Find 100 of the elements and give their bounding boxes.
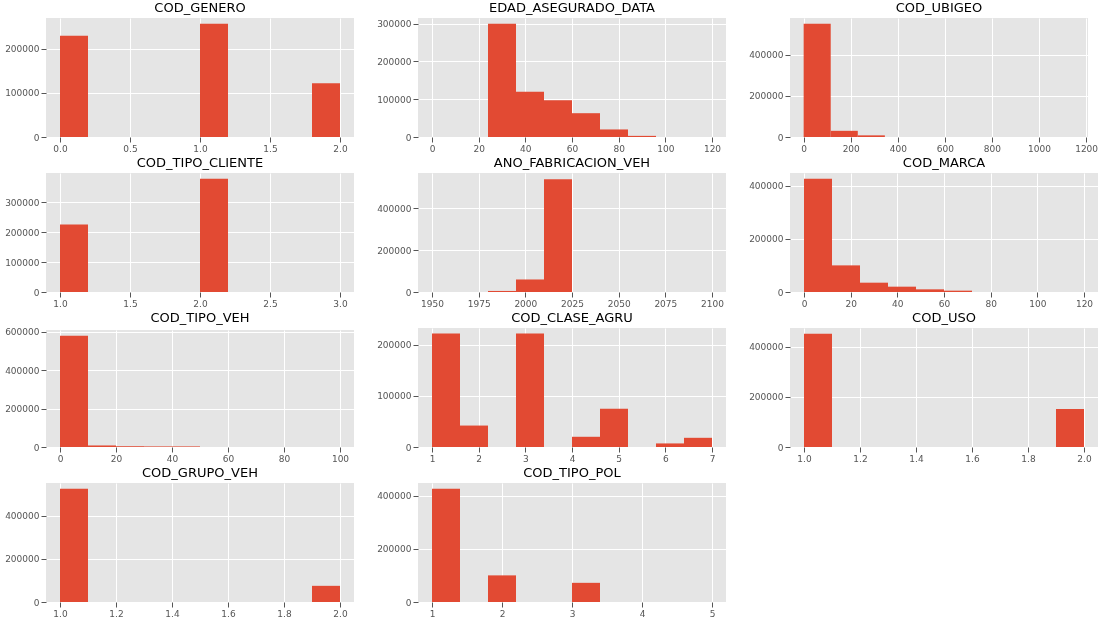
x-tick-label: 1.0 <box>53 298 68 309</box>
x-tick-label: 0.5 <box>123 143 138 154</box>
y-tick-label: 200000 <box>377 340 412 351</box>
x-tick-label: 6 <box>662 453 669 464</box>
y-tick-label: 200000 <box>749 91 784 102</box>
x-tick-label: 4 <box>639 608 646 619</box>
y-tick-label: 200000 <box>377 544 412 555</box>
y-tick-label: 400000 <box>749 181 784 192</box>
x-tick-label: 2.5 <box>263 298 278 309</box>
y-tick-label: 0 <box>33 597 40 608</box>
x-tick-label: 2.0 <box>1077 453 1092 464</box>
x-tick-label: 1.0 <box>53 608 68 619</box>
x-tick-label: 1.8 <box>1021 453 1036 464</box>
y-tick-label: 0 <box>777 132 784 143</box>
x-tick-label: 1.0 <box>797 453 812 464</box>
x-tick-label: 600 <box>936 143 955 154</box>
y-tick-label: 0 <box>405 132 412 143</box>
x-tick-label: 2.0 <box>333 143 348 154</box>
y-tick-label: 0 <box>33 132 40 143</box>
x-tick-label: 2050 <box>607 298 631 309</box>
x-tick-label: 20 <box>845 298 858 309</box>
y-tick-label: 200000 <box>5 227 40 238</box>
chart-title: COD_TIPO_CLIENTE <box>136 155 264 170</box>
x-tick-label: 7 <box>709 453 716 464</box>
x-tick-label: 1.4 <box>165 608 180 619</box>
x-tick-label: 1.8 <box>277 608 292 619</box>
x-tick-label: 1.6 <box>221 608 236 619</box>
y-tick-label: 200000 <box>377 245 412 256</box>
x-tick-label: 1.6 <box>965 453 980 464</box>
x-tick-label: 3 <box>569 608 576 619</box>
chart-title: COD_UBIGEO <box>895 0 983 15</box>
chart-title: COD_GRUPO_VEH <box>142 465 258 480</box>
y-tick-label: 200000 <box>749 392 784 403</box>
y-tick-label: 400000 <box>5 365 40 376</box>
chart-title: EDAD_ASEGURADO_DATA <box>489 0 656 15</box>
x-tick-label: 40 <box>892 298 904 309</box>
y-tick-label: 0 <box>777 442 784 453</box>
x-tick-label: 1000 <box>1028 143 1052 154</box>
chart-title: COD_MARCA <box>902 155 986 170</box>
y-tick-label: 200000 <box>377 56 412 67</box>
x-tick-label: 20 <box>473 143 486 154</box>
x-tick-label: 0 <box>429 143 436 154</box>
x-tick-label: 5 <box>709 608 716 619</box>
y-tick-label: 100000 <box>5 88 40 99</box>
y-tick-label: 600000 <box>5 327 40 338</box>
x-tick-label: 1 <box>429 608 436 619</box>
x-tick-label: 40 <box>520 143 532 154</box>
x-tick-label: 0 <box>57 453 64 464</box>
y-tick-label: 0 <box>405 287 412 298</box>
x-tick-label: 120 <box>703 143 722 154</box>
y-tick-label: 100000 <box>5 257 40 268</box>
y-tick-label: 200000 <box>749 234 784 245</box>
x-tick-label: 800 <box>983 143 1002 154</box>
x-tick-label: 2 <box>476 453 483 464</box>
x-tick-label: 400 <box>889 143 908 154</box>
x-tick-label: 100 <box>331 453 350 464</box>
chart-title: COD_USO <box>912 310 976 325</box>
x-tick-label: 2100 <box>701 298 725 309</box>
x-tick-label: 0 <box>801 143 808 154</box>
x-tick-label: 3.0 <box>333 298 348 309</box>
y-tick-label: 400000 <box>377 203 412 214</box>
x-tick-label: 100 <box>1029 298 1047 309</box>
y-tick-label: 400000 <box>749 50 784 61</box>
x-tick-label: 60 <box>222 453 235 464</box>
x-tick-label: 1975 <box>467 298 491 309</box>
chart-title: COD_CLASE_AGRU <box>511 310 633 325</box>
x-tick-label: 40 <box>166 453 179 464</box>
x-tick-label: 60 <box>566 143 579 154</box>
x-tick-label: 1.2 <box>109 608 124 619</box>
y-tick-label: 400000 <box>749 342 784 353</box>
x-tick-label: 3 <box>522 453 529 464</box>
y-tick-label: 200000 <box>5 404 40 415</box>
y-tick-label: 0 <box>405 597 412 608</box>
x-tick-label: 80 <box>985 298 998 309</box>
x-tick-label: 100 <box>657 143 675 154</box>
chart-title: ANO_FABRICACION_VEH <box>493 155 651 170</box>
y-tick-label: 200000 <box>5 554 40 565</box>
y-tick-label: 100000 <box>377 391 412 402</box>
x-tick-label: 0.0 <box>53 143 68 154</box>
x-tick-label: 1 <box>429 453 436 464</box>
x-tick-label: 4 <box>569 453 576 464</box>
x-tick-label: 0 <box>801 298 808 309</box>
y-tick-label: 0 <box>33 442 40 453</box>
y-tick-label: 0 <box>33 287 40 298</box>
x-tick-label: 1950 <box>421 298 445 309</box>
x-tick-label: 80 <box>613 143 626 154</box>
y-tick-label: 400000 <box>377 491 412 502</box>
y-tick-label: 0 <box>777 287 784 298</box>
chart-title: COD_TIPO_VEH <box>150 309 250 325</box>
x-tick-label: 20 <box>110 453 123 464</box>
x-tick-label: 2.0 <box>193 298 208 309</box>
x-tick-label: 1.0 <box>193 143 208 154</box>
x-tick-label: 80 <box>278 453 291 464</box>
y-tick-label: 200000 <box>5 44 40 55</box>
x-tick-label: 5 <box>616 453 623 464</box>
x-tick-label: 60 <box>938 298 951 309</box>
x-tick-label: 2 <box>499 608 506 619</box>
x-tick-label: 2.0 <box>333 608 348 619</box>
x-tick-label: 1.4 <box>909 453 924 464</box>
x-tick-label: 2000 <box>514 298 538 309</box>
